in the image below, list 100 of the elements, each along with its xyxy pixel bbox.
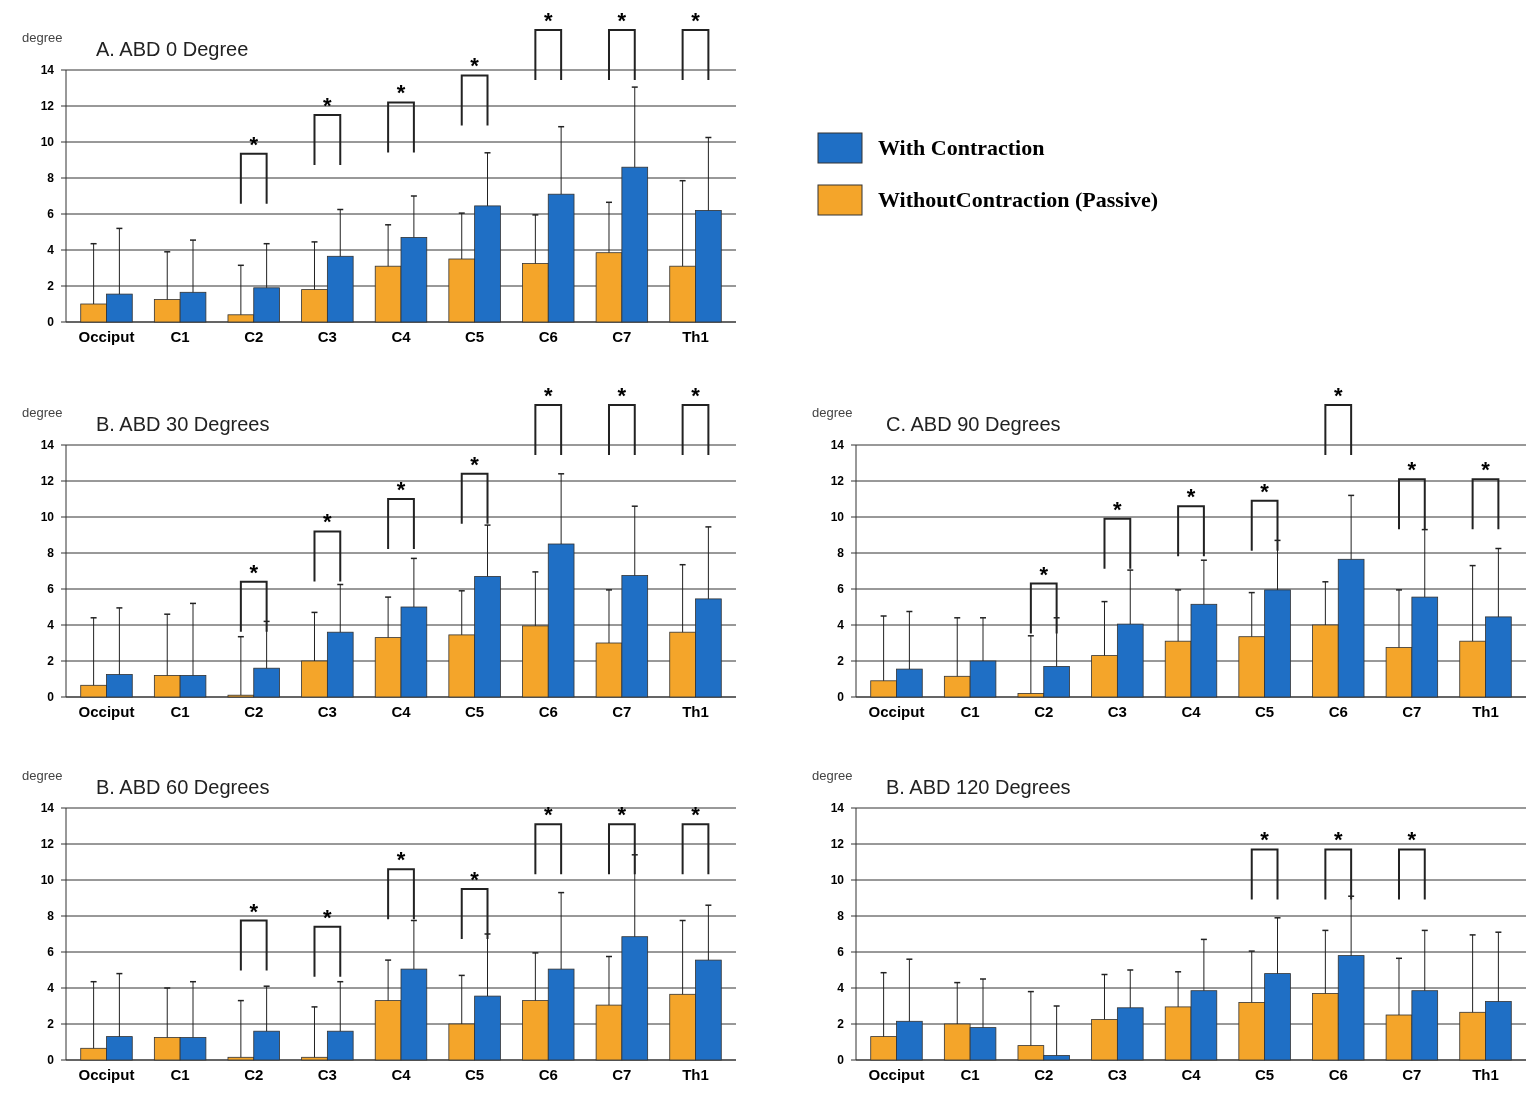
y-tick-label: 8 [837, 546, 845, 561]
y-tick-label: 14 [40, 801, 55, 816]
x-tick-label: C2 [244, 703, 264, 720]
x-tick-label: C2 [1034, 1066, 1054, 1083]
x-tick-label: C1 [960, 1066, 980, 1083]
annotation: * [249, 898, 259, 924]
x-tick-label: C2 [244, 328, 264, 345]
x-tick-label: C5 [465, 703, 485, 720]
y-tick-label: 2 [47, 654, 55, 669]
x-tick-label: C6 [538, 328, 558, 345]
text: * [691, 383, 701, 408]
x-tick-label: Occiput [78, 703, 135, 720]
y-tick-label: 10 [40, 873, 55, 888]
y-tick-label: 0 [837, 690, 845, 705]
annotation: * [249, 131, 259, 157]
y-tick-label: 14 [40, 438, 55, 453]
annotation: * [1260, 827, 1270, 853]
y-tick-label: 8 [837, 909, 845, 924]
x-tick-label: C4 [1181, 703, 1202, 720]
annotation: * [323, 904, 333, 930]
annotation: * [543, 802, 553, 828]
annotation: * [1113, 496, 1123, 522]
y-tick-label: 6 [47, 945, 55, 960]
y-tick-label: 12 [40, 474, 55, 489]
y-tick-label: 12 [40, 837, 55, 852]
y-tick-label: 10 [40, 510, 55, 525]
y-axis-title: degree [812, 768, 853, 783]
x-tick-label: C2 [1034, 703, 1054, 720]
x-tick-label: Occiput [78, 1066, 135, 1083]
y-tick-label: 2 [47, 1017, 55, 1032]
y-tick-label: 8 [47, 546, 55, 561]
y-tick-label: 2 [837, 654, 845, 669]
annotation: * [396, 847, 406, 873]
x-tick-label: C1 [170, 328, 190, 345]
text: * [617, 383, 627, 408]
chart-title: A. ABD 0 Degree [96, 38, 249, 60]
y-axis-title: degree [22, 768, 63, 783]
x-tick-label: C3 [317, 328, 337, 345]
chart-title: B. ABD 30 Degrees [96, 413, 270, 435]
y-tick-label: 14 [830, 801, 845, 816]
x-tick-label: Occiput [868, 703, 925, 720]
y-tick-label: 4 [47, 243, 55, 258]
x-tick-label: C5 [465, 328, 485, 345]
annotation: * [1407, 457, 1417, 483]
x-tick-label: Occiput [868, 1066, 925, 1083]
y-tick-label: 6 [837, 582, 845, 597]
annotation: * [470, 53, 480, 79]
x-tick-label: C7 [1402, 1066, 1422, 1083]
y-tick-label: 0 [47, 690, 55, 705]
y-tick-label: 8 [47, 171, 55, 186]
annotation: * [1481, 457, 1491, 483]
x-tick-label: Th1 [1472, 1066, 1499, 1083]
annotation: * [323, 509, 333, 535]
y-tick-label: 0 [47, 1053, 55, 1068]
x-tick-label: C7 [612, 703, 632, 720]
x-tick-label: C2 [244, 1066, 264, 1083]
annotation: * [1039, 561, 1049, 587]
y-tick-label: 12 [830, 837, 845, 852]
text: * [1333, 383, 1343, 408]
y-tick-label: 12 [40, 99, 55, 114]
text: * [617, 8, 627, 33]
x-tick-label: C7 [1402, 703, 1422, 720]
annotation: * [470, 451, 480, 477]
annotation: * [1407, 827, 1417, 853]
annotation: * [396, 80, 406, 106]
annotation: * [1260, 478, 1270, 504]
text: * [691, 8, 701, 33]
x-tick-label: Th1 [1472, 703, 1499, 720]
x-tick-label: C4 [391, 328, 412, 345]
y-tick-label: 10 [830, 873, 845, 888]
x-tick-label: C1 [960, 703, 980, 720]
y-tick-label: 10 [830, 510, 845, 525]
annotation: * [1333, 827, 1343, 853]
legend-label: WithoutContraction (Passive) [878, 187, 1159, 212]
x-tick-label: Occiput [78, 328, 135, 345]
y-tick-label: 4 [47, 981, 55, 996]
chart-title: C. ABD 90 Degrees [886, 413, 1061, 435]
x-tick-label: C4 [1181, 1066, 1202, 1083]
y-axis-title: degree [22, 30, 63, 45]
x-tick-label: C7 [612, 1066, 632, 1083]
x-tick-label: C6 [538, 1066, 558, 1083]
x-tick-label: C6 [538, 703, 558, 720]
y-axis-title: degree [812, 405, 853, 420]
annotation: * [323, 93, 333, 118]
annotation: * [617, 802, 627, 828]
y-tick-label: 8 [47, 909, 55, 924]
text: * [543, 8, 553, 33]
x-tick-label: C3 [317, 1066, 337, 1083]
x-tick-label: C5 [1255, 1066, 1275, 1083]
x-tick-label: C3 [1107, 1066, 1127, 1083]
y-tick-label: 4 [47, 618, 55, 633]
y-tick-label: 14 [830, 438, 845, 453]
legend-label: With Contraction [878, 135, 1045, 160]
x-tick-label: C1 [170, 1066, 190, 1083]
x-tick-label: C6 [1328, 1066, 1348, 1083]
y-tick-label: 6 [837, 945, 845, 960]
x-tick-label: C6 [1328, 703, 1348, 720]
x-tick-label: Th1 [682, 1066, 709, 1083]
annotation: * [1186, 484, 1196, 510]
chart-title: B. ABD 60 Degrees [96, 776, 270, 798]
